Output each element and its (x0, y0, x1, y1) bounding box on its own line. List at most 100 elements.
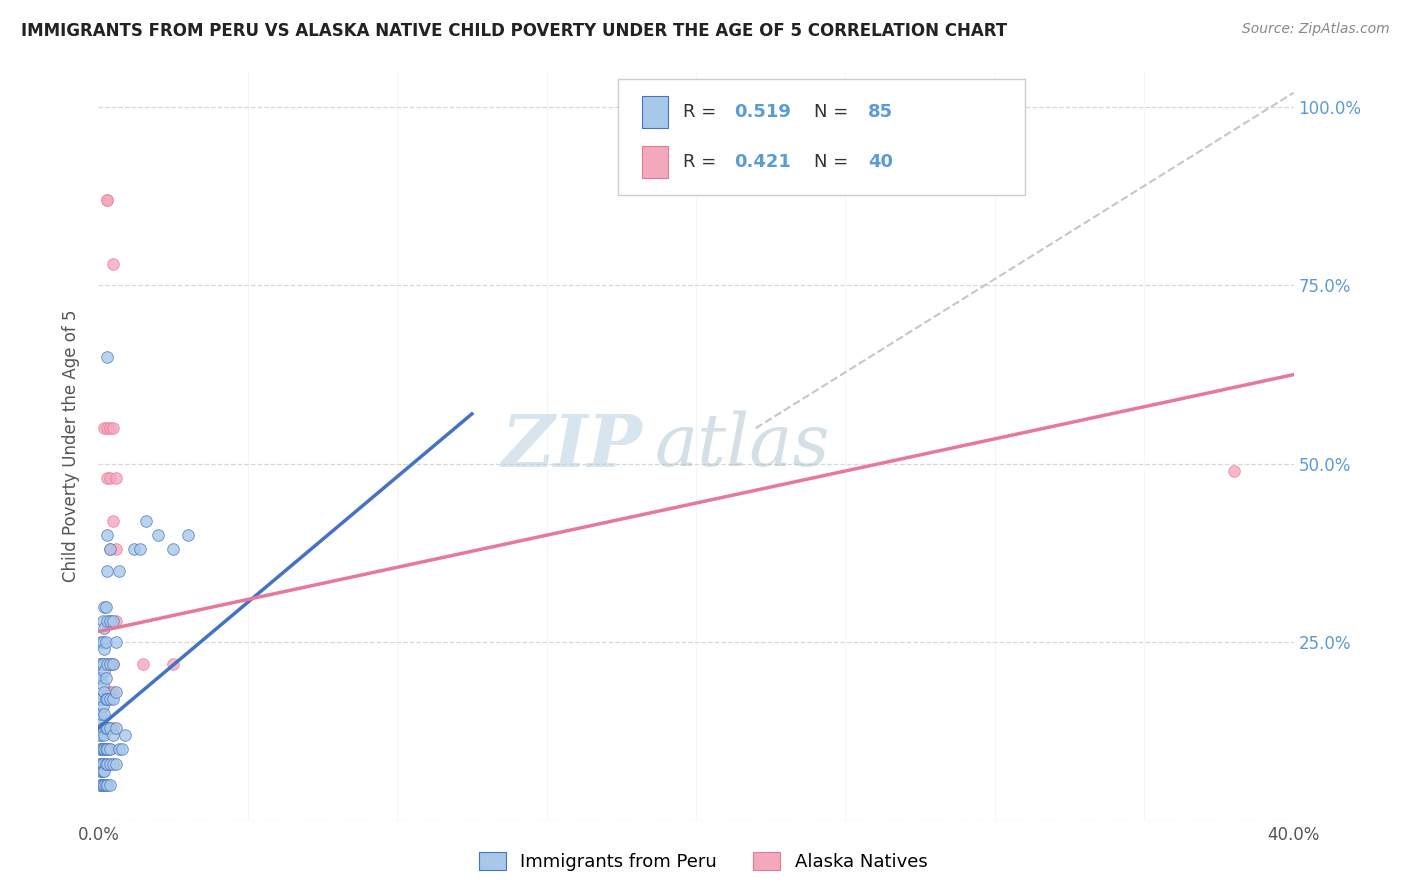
Point (103, 657, 125, 671)
Point (91, 742, 114, 756)
Point (108, 564, 131, 578)
Text: IMMIGRANTS FROM PERU VS ALASKA NATIVE CHILD POVERTY UNDER THE AGE OF 5 CORRELATI: IMMIGRANTS FROM PERU VS ALASKA NATIVE CH… (21, 22, 1007, 40)
Point (96, 685, 118, 699)
Point (93, 621, 115, 635)
Point (90, 728, 112, 742)
Point (98, 742, 122, 756)
Point (98, 685, 122, 699)
Point (1223, 464, 1246, 478)
Point (96, 742, 118, 756)
Point (135, 514, 157, 528)
Point (124, 542, 146, 557)
Point (93, 778, 115, 792)
Point (94, 721, 117, 735)
Point (103, 756, 125, 771)
Point (91, 778, 114, 792)
Point (129, 542, 152, 557)
Point (103, 257, 125, 271)
Point (105, 685, 128, 699)
Point (98, 778, 122, 792)
Point (162, 542, 184, 557)
Point (90, 692, 112, 706)
Point (114, 728, 136, 742)
Point (98, 721, 122, 735)
Point (96, 193, 118, 207)
Point (98, 471, 122, 485)
Point (90, 671, 112, 685)
Point (96, 756, 118, 771)
Point (89, 764, 111, 778)
Point (162, 657, 184, 671)
Point (96, 564, 118, 578)
Bar (643, 146, 668, 178)
Point (90, 692, 112, 706)
Text: N =: N = (814, 103, 855, 120)
FancyBboxPatch shape (619, 78, 1025, 195)
Point (96, 742, 118, 756)
Point (94, 756, 117, 771)
Text: N =: N = (814, 153, 855, 171)
Point (89, 706, 111, 721)
Point (103, 721, 125, 735)
Point (103, 685, 125, 699)
Point (96, 471, 118, 485)
Point (96, 350, 118, 364)
Point (103, 514, 125, 528)
Point (90, 778, 112, 792)
Text: 85: 85 (868, 103, 893, 120)
Point (103, 614, 125, 628)
Point (90, 706, 112, 721)
Point (105, 542, 128, 557)
Point (96, 657, 118, 671)
Point (96, 721, 118, 735)
Point (132, 657, 155, 671)
Point (103, 657, 125, 671)
Point (89, 728, 111, 742)
Point (93, 657, 115, 671)
Point (91, 699, 114, 714)
Point (93, 642, 115, 657)
Point (98, 721, 122, 735)
Text: 0.519: 0.519 (734, 103, 792, 120)
Point (91, 756, 114, 771)
Point (91, 721, 114, 735)
Point (89, 778, 111, 792)
Point (90, 635, 112, 649)
Point (94, 742, 117, 756)
Point (98, 542, 122, 557)
Point (103, 692, 125, 706)
Point (94, 778, 117, 792)
Point (90, 756, 112, 771)
Point (93, 728, 115, 742)
Point (94, 671, 117, 685)
Point (93, 685, 115, 699)
Y-axis label: Child Poverty Under the Age of 5: Child Poverty Under the Age of 5 (62, 310, 80, 582)
Point (90, 756, 112, 771)
Point (91, 764, 114, 778)
Point (89, 692, 111, 706)
Point (96, 193, 118, 207)
Point (94, 635, 117, 649)
Point (93, 764, 115, 778)
Point (105, 635, 128, 649)
Point (93, 742, 115, 756)
Point (98, 742, 122, 756)
Point (103, 728, 125, 742)
Point (98, 614, 122, 628)
Point (90, 742, 112, 756)
Point (98, 614, 122, 628)
Point (96, 721, 118, 735)
Point (103, 421, 125, 435)
Point (93, 692, 115, 706)
Point (98, 542, 122, 557)
Point (90, 778, 112, 792)
Text: 0.421: 0.421 (734, 153, 792, 171)
Point (98, 756, 122, 771)
Point (96, 421, 118, 435)
Point (96, 778, 118, 792)
Point (96, 614, 118, 628)
Point (91, 614, 114, 628)
Text: 40: 40 (868, 153, 893, 171)
Point (96, 657, 118, 671)
Text: atlas: atlas (654, 410, 830, 482)
